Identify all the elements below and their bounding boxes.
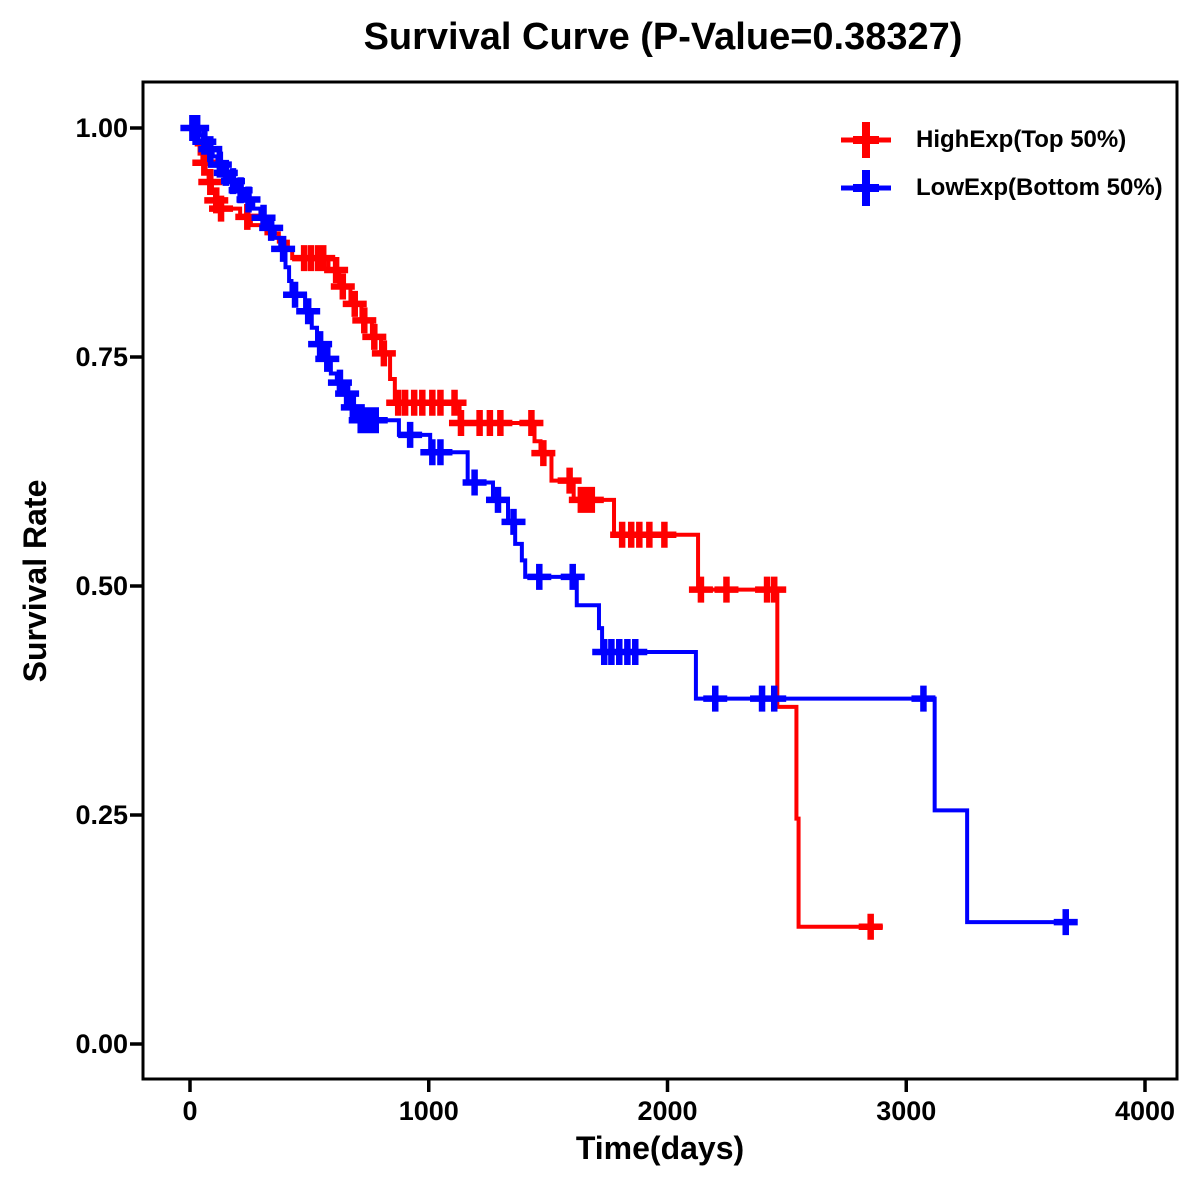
x-tick-label: 0 (182, 1096, 198, 1126)
axis-ticks (130, 126, 1147, 1092)
highexp-plus-icon (841, 122, 891, 158)
y-tick-label: 0.25 (75, 800, 128, 830)
x-tick-label: 3000 (876, 1096, 937, 1126)
x-tick-label: 4000 (1114, 1096, 1176, 1126)
x-tick-label: 1000 (398, 1096, 459, 1126)
legend-label-highexp: HighExp(Top 50%) (916, 126, 1127, 153)
lowexp-bottom-50-censor-marks (180, 115, 1078, 936)
page-title: Survival Curve (P-Value=0.38327) (363, 16, 963, 58)
lowexp-plus-icon (841, 170, 891, 206)
x-axis-title: Time(days) (575, 1130, 745, 1166)
legend-item-highexp: HighExp(Top 50%) (838, 116, 1163, 164)
x-tick-label: 2000 (637, 1096, 698, 1126)
legend-label-lowexp: LowExp(Bottom 50%) (916, 174, 1163, 201)
y-tick-label: 1.00 (75, 113, 128, 143)
y-tick-label: 0.75 (75, 342, 128, 372)
legend: HighExp(Top 50%) LowExp(Bottom 50%) (838, 116, 1163, 212)
highexp-top-50-censor-marks (192, 149, 883, 940)
legend-item-lowexp: LowExp(Bottom 50%) (838, 164, 1163, 212)
y-tick-label: 0.00 (75, 1029, 128, 1059)
y-tick-label: 0.50 (75, 571, 128, 601)
plot-border (141, 80, 1179, 1081)
